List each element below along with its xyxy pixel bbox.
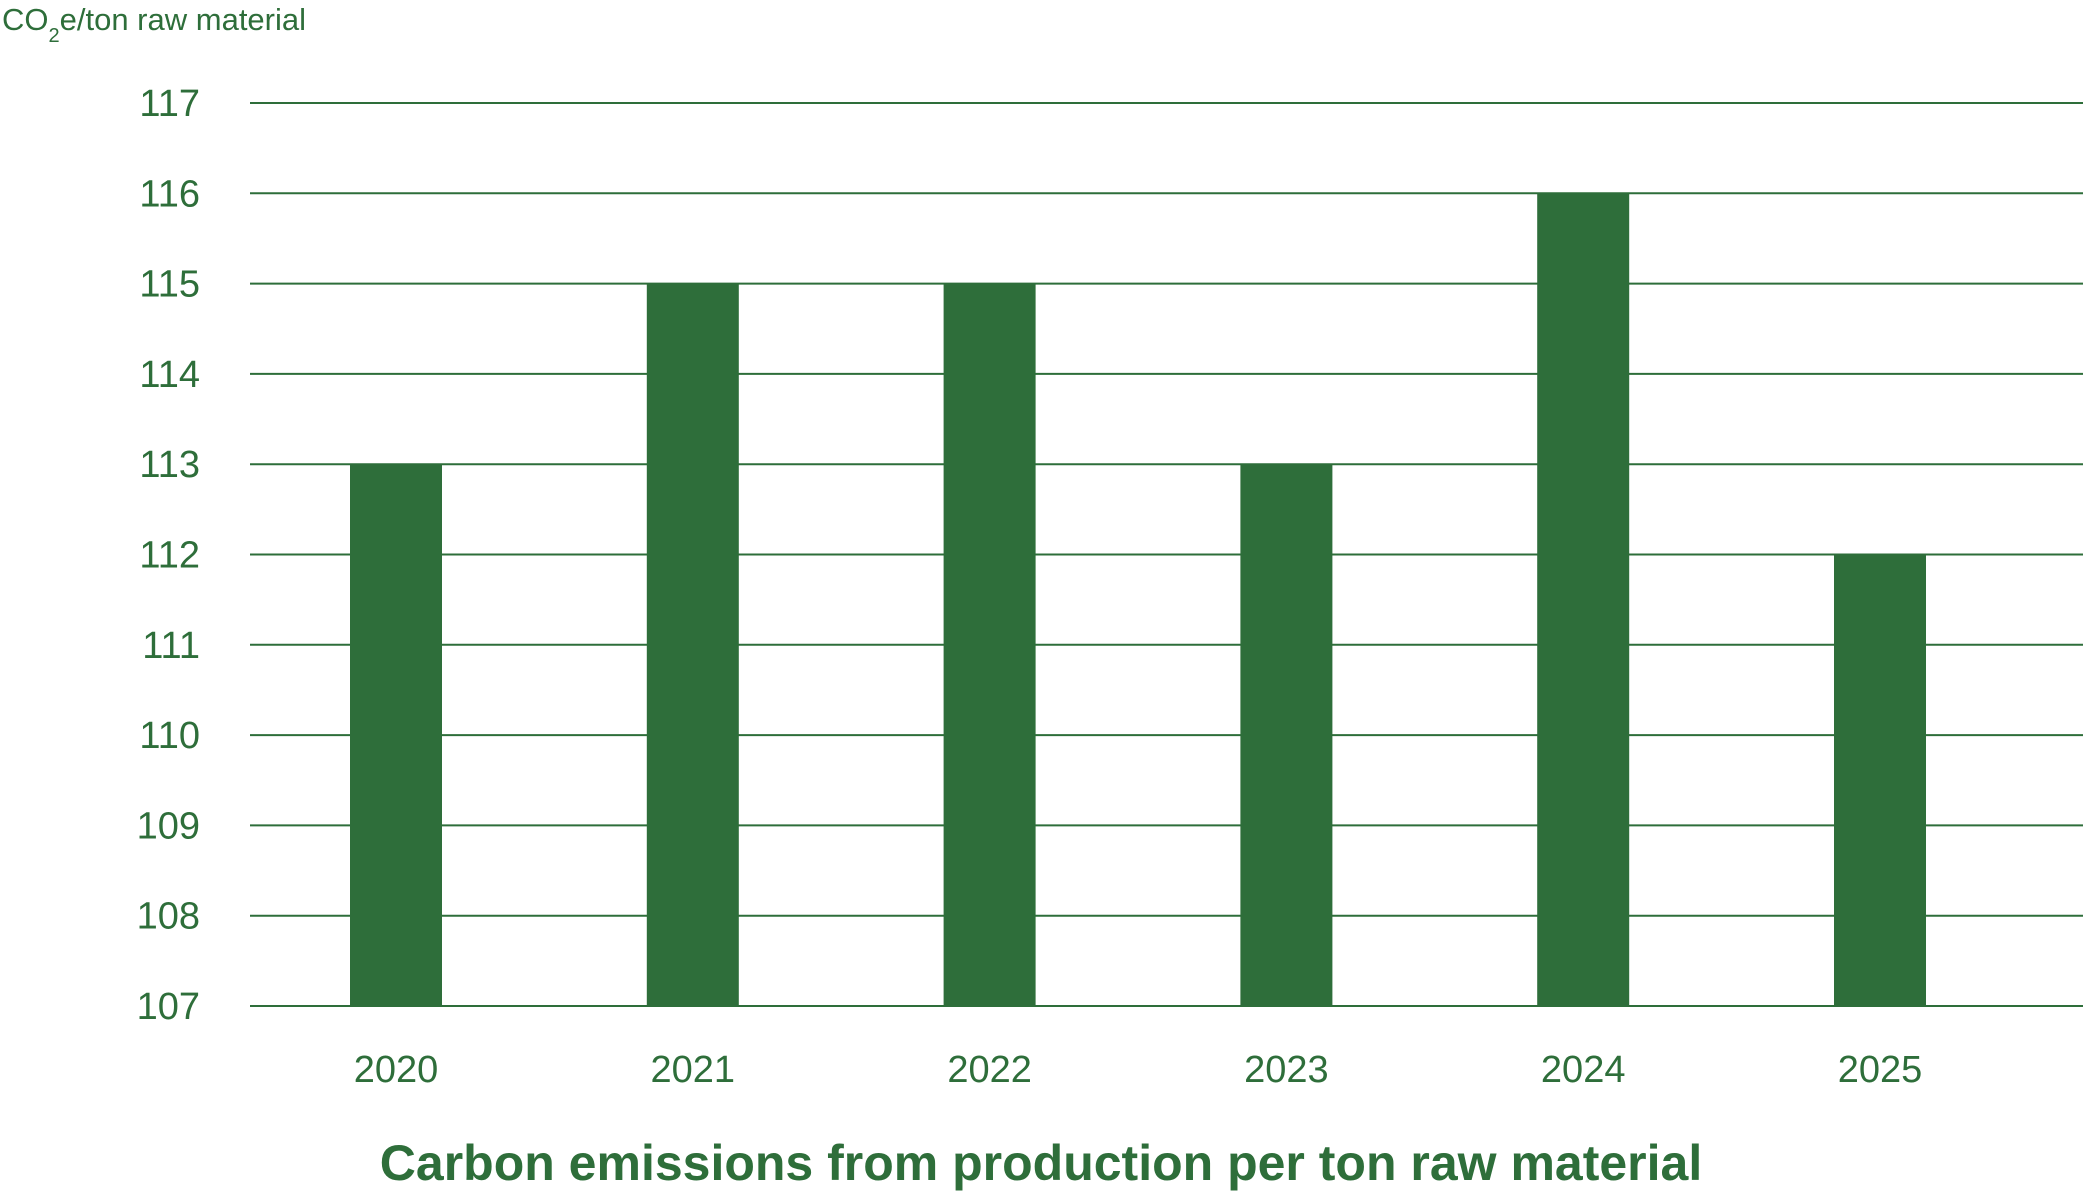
grid-lines <box>250 102 2083 1007</box>
y-tick-label: 109 <box>137 805 200 847</box>
y-axis-label-prefix: CO <box>2 2 49 37</box>
bar-2020 <box>350 464 442 1006</box>
x-tick-label: 2024 <box>1541 1049 1626 1091</box>
chart-title: Carbon emissions from production per ton… <box>380 1135 1702 1191</box>
y-tick-label: 110 <box>139 715 200 757</box>
bar-2025 <box>1834 554 1926 1006</box>
x-tick-label: 2023 <box>1244 1049 1329 1091</box>
y-tick-label: 113 <box>139 444 200 486</box>
bars <box>350 193 1926 1007</box>
y-tick-label: 107 <box>137 986 200 1028</box>
bar-2023 <box>1240 464 1333 1006</box>
y-tick-label: 108 <box>137 896 200 938</box>
bar-2021 <box>646 283 739 1007</box>
y-tick-label: 111 <box>142 625 200 667</box>
y-tick-label: 115 <box>139 264 200 306</box>
bar-2022 <box>943 283 1036 1007</box>
y-axis-label-subscript: 2 <box>49 25 60 47</box>
y-tick-labels: 107 108 109 110 111 112 113 114 115 116 117 <box>137 83 200 1028</box>
bar-2024 <box>1537 193 1630 1007</box>
y-tick-label: 117 <box>139 83 200 125</box>
y-axis-label-suffix: e/ton raw material <box>60 2 306 37</box>
y-axis-label: CO2e/ton raw material <box>2 2 306 47</box>
y-tick-label: 116 <box>139 173 200 215</box>
y-tick-label: 114 <box>139 354 200 396</box>
x-tick-labels: 2020 2021 2022 2023 2024 2025 <box>354 1049 1923 1091</box>
x-tick-label: 2025 <box>1838 1049 1923 1091</box>
y-tick-label: 112 <box>139 535 200 577</box>
x-tick-label: 2021 <box>651 1049 736 1091</box>
x-tick-label: 2022 <box>947 1049 1032 1091</box>
x-tick-label: 2020 <box>354 1049 439 1091</box>
